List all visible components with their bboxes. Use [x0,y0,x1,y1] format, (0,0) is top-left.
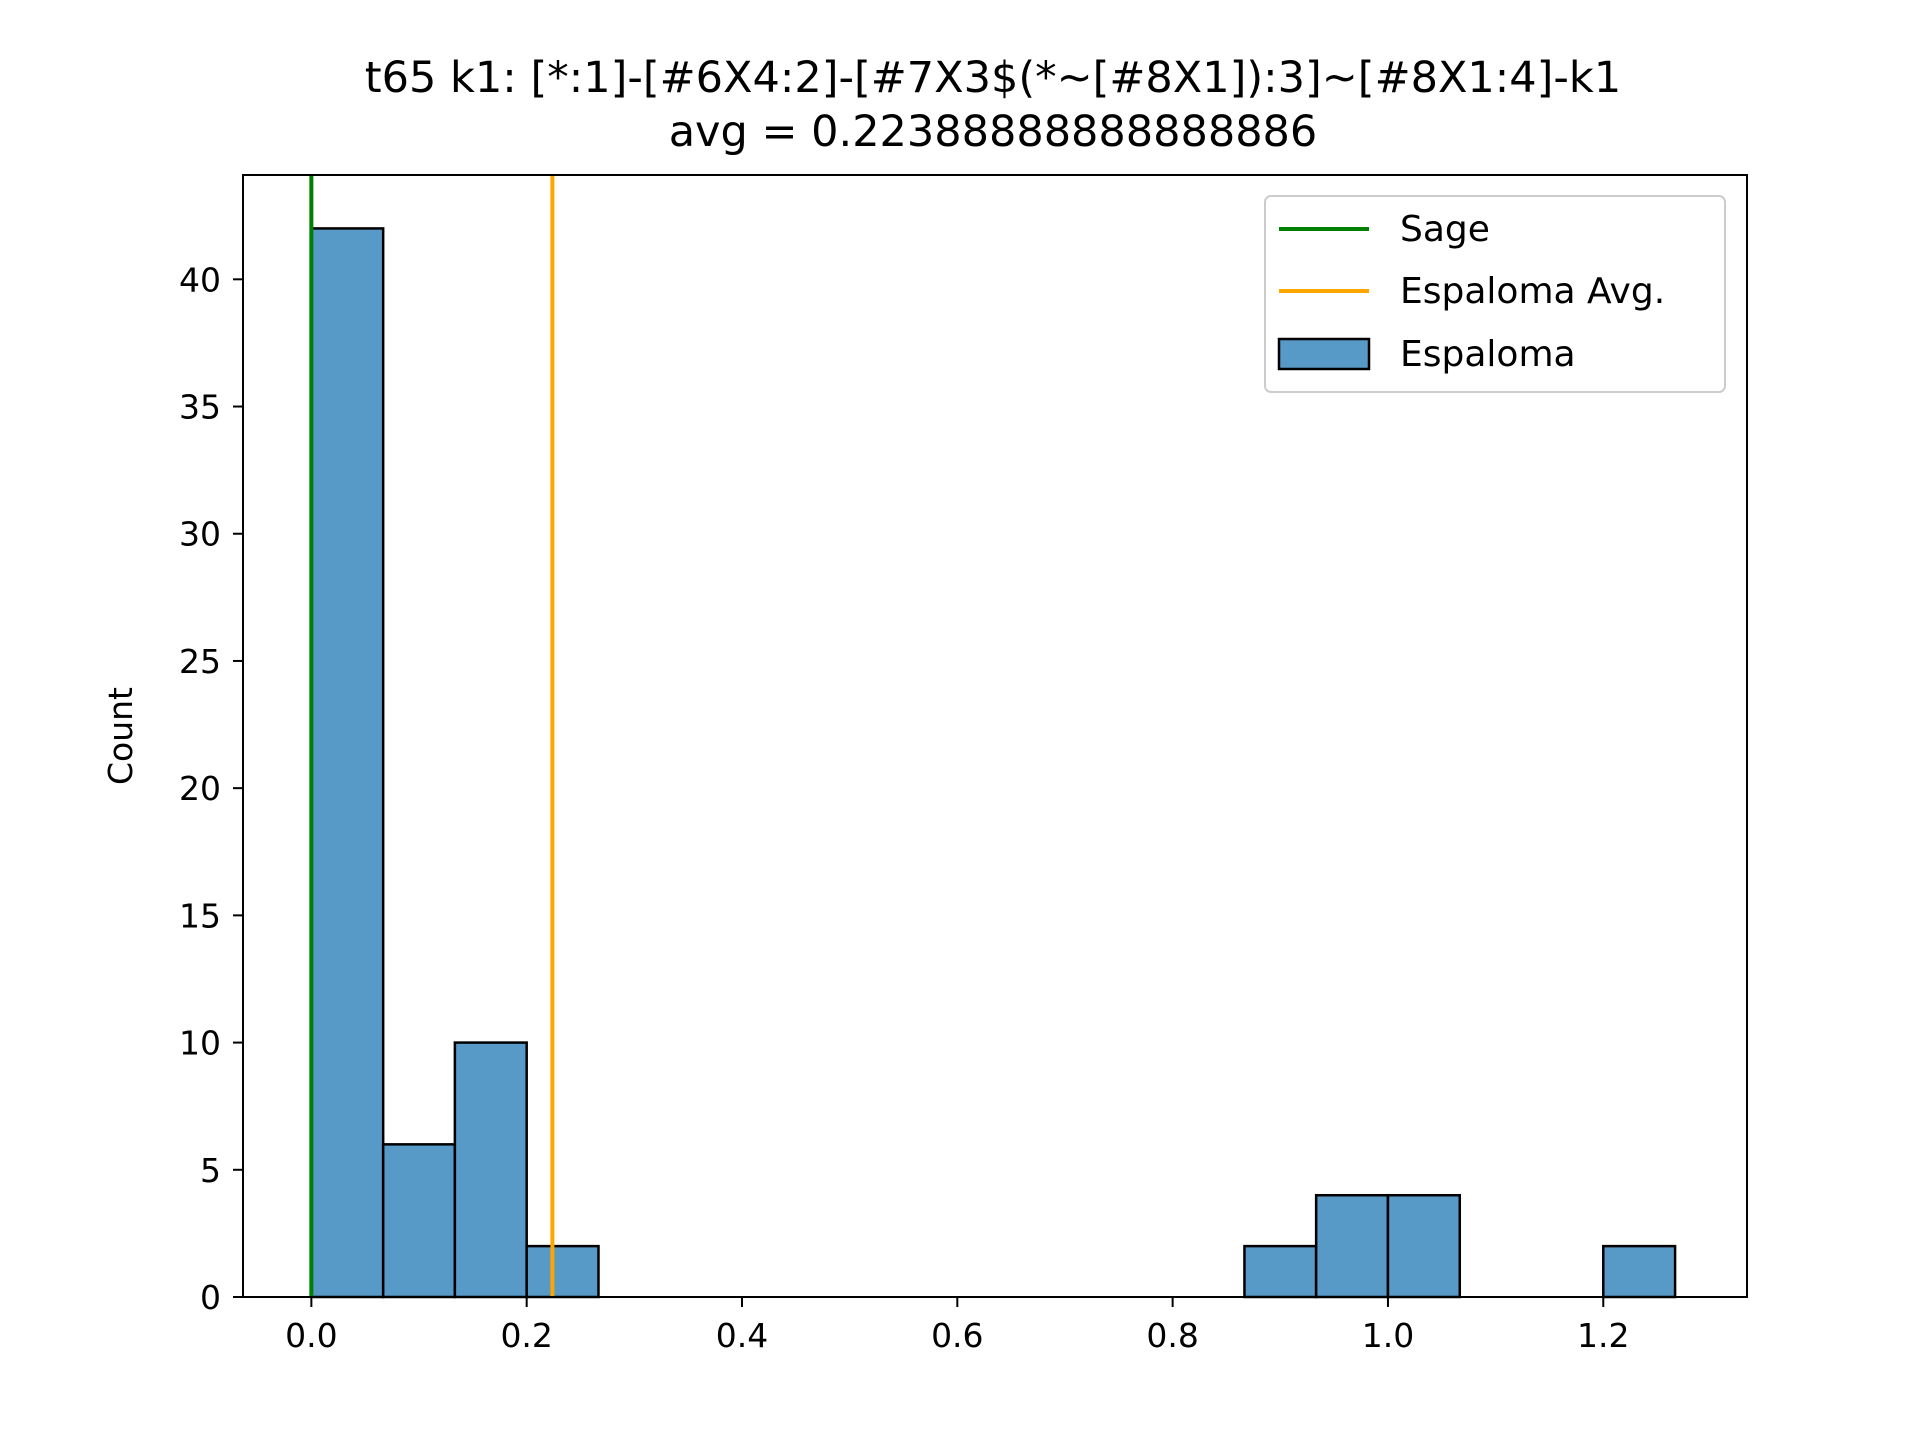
legend: Sage Espaloma Avg. Espaloma [1264,195,1726,393]
legend-label-sage: Sage [1400,209,1490,250]
histogram-bar [525,1244,600,1299]
y-tick-label: 20 [179,769,221,808]
y-tick-label: 30 [179,515,221,554]
reference-lines-layer [309,175,555,1297]
y-axis-label: Count [101,687,140,785]
legend-label-espaloma: Espaloma [1400,334,1576,375]
plot-frame [242,174,1748,1298]
chart-subtitle: avg = 0.22388888888888886 [669,107,1318,157]
x-tick-label: 0.0 [285,1316,337,1355]
histogram-bar [1602,1244,1677,1299]
x-tick-label: 0.6 [931,1316,983,1355]
y-tick-label: 35 [179,388,221,427]
histogram-bar [1314,1193,1390,1299]
histogram-bar [381,1143,457,1299]
y-tick-label: 40 [179,260,221,299]
histogram-bar [1243,1244,1318,1299]
x-tick-label: 0.4 [716,1316,768,1355]
y-tick-label: 0 [200,1278,221,1317]
chart-title: t65 k1: [*:1]-[#6X4:2]-[#7X3$(*~[#8X1]):… [365,53,1621,103]
x-tick-label: 0.2 [500,1316,552,1355]
legend-frame [1264,195,1726,393]
y-tick-label: 10 [179,1024,221,1063]
legend-swatch-espaloma [1277,337,1371,371]
histogram-bar [453,1041,528,1299]
x-tick-label: 1.2 [1577,1316,1629,1355]
x-tick-label: 0.8 [1146,1316,1198,1355]
histogram-bar [310,227,385,1299]
x-tick-label: 1.0 [1362,1316,1414,1355]
y-axis-ticks: 0 5 10 15 20 25 30 35 40 [179,260,243,1317]
x-axis-ticks: 0.0 0.2 0.4 0.6 0.8 1.0 1.2 [285,1297,1630,1355]
bars-layer [310,227,1677,1299]
legend-label-espaloma-avg: Espaloma Avg. [1400,271,1665,312]
y-tick-label: 15 [179,896,221,935]
histogram-bar [1386,1193,1462,1299]
y-tick-label: 25 [179,642,221,681]
y-tick-label: 5 [200,1151,221,1190]
